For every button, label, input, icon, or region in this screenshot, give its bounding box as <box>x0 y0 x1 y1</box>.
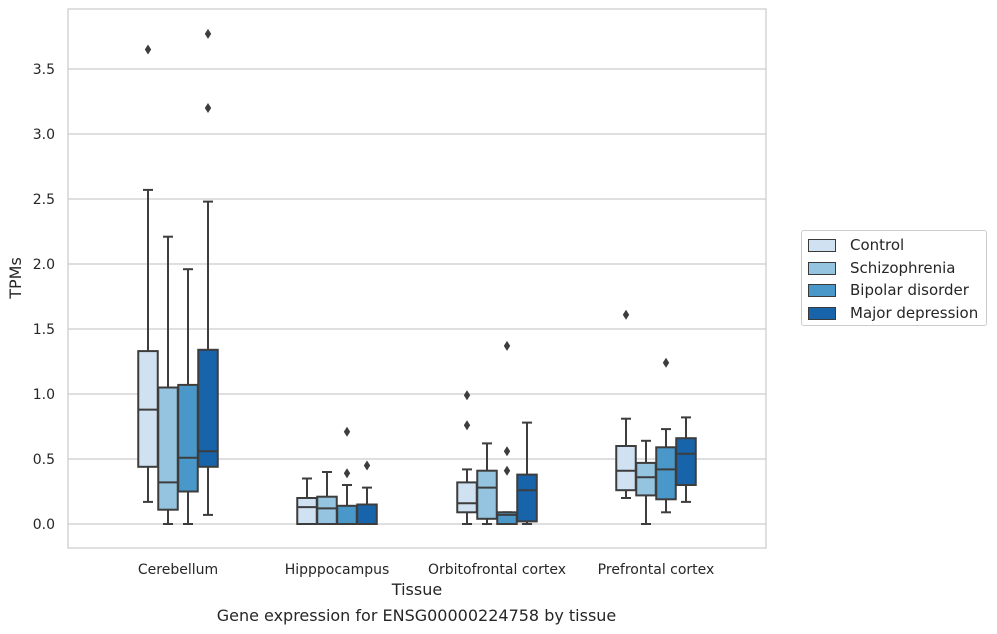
box-iqr <box>177 383 199 493</box>
box-major-depression <box>516 421 538 525</box>
outlier-point <box>463 390 471 401</box>
outlier-point <box>343 468 351 479</box>
legend-item-control: Control <box>808 235 904 255</box>
x-tick-label: Cerebellum <box>138 562 218 578</box>
legend-swatch-major-depression <box>808 306 836 320</box>
outlier-point <box>662 357 670 368</box>
legend-item-major-depression: Major depression <box>808 303 978 323</box>
box-major-depression <box>197 28 219 516</box>
box-iqr <box>296 497 318 525</box>
x-axis-label: Tissue <box>391 580 442 599</box>
box-iqr <box>336 504 358 525</box>
x-tick-label: Hipppocampus <box>285 562 390 578</box>
y-tick-label: 1.5 <box>33 322 55 338</box>
box-groups <box>137 28 697 526</box>
legend-item-bipolar-disorder: Bipolar disorder <box>808 280 969 300</box>
outlier-point <box>363 460 371 471</box>
box-iqr <box>356 503 378 525</box>
y-tick-label: 2.0 <box>33 257 55 273</box>
legend-label-major-depression: Major depression <box>850 304 979 322</box>
y-tick-label: 2.5 <box>33 192 55 208</box>
outlier-point <box>144 44 152 55</box>
outlier-point <box>204 28 212 39</box>
box-control <box>137 44 159 503</box>
box-iqr <box>655 446 677 501</box>
outlier-point <box>622 309 630 320</box>
x-axis-ticks: Cerebellum Hipppocampus Orbitofrontal cort… <box>138 562 714 578</box>
box-iqr <box>615 445 637 492</box>
y-axis-ticks: 0.0 0.5 1.0 1.5 2.0 2.5 3.0 3.5 <box>33 62 55 533</box>
box-iqr <box>476 469 498 520</box>
box-bipolar-disorder <box>177 268 199 525</box>
legend-label-bipolar-disorder: Bipolar disorder <box>850 281 969 299</box>
outlier-point <box>503 340 511 351</box>
outlier-point <box>204 103 212 113</box>
legend-swatch-bipolar-disorder <box>808 283 836 297</box>
box-iqr <box>675 437 697 487</box>
box-iqr <box>635 461 657 497</box>
box-schizophrenia <box>476 442 498 525</box>
box-iqr <box>316 495 338 526</box>
y-tick-label: 3.0 <box>33 127 55 143</box>
legend-label-control: Control <box>850 236 905 254</box>
y-tick-label: 3.5 <box>33 62 55 78</box>
y-tick-label: 0.0 <box>33 517 55 533</box>
y-tick-label: 0.5 <box>33 452 55 468</box>
outlier-point <box>463 420 471 431</box>
box-bipolar-disorder <box>336 426 358 525</box>
x-tick-label: Prefrontal cortex <box>598 562 715 578</box>
box-iqr <box>456 481 478 514</box>
outlier-point <box>343 426 351 437</box>
figure-caption: Gene expression for ENSG00000224758 by t… <box>216 606 617 625</box>
legend-item-schizophrenia: Schizophrenia <box>808 258 955 278</box>
box-schizophrenia <box>635 439 657 525</box>
y-axis-label: TPMs <box>6 257 25 300</box>
box-control <box>615 309 637 499</box>
box-iqr <box>516 473 538 523</box>
box-bipolar-disorder <box>496 340 518 525</box>
legend: Control Schizophrenia Bipolar disorder M… <box>801 230 987 326</box>
legend-swatch-control <box>808 238 836 252</box>
legend-label-schizophrenia: Schizophrenia <box>850 259 956 277</box>
box-major-depression <box>356 460 378 525</box>
outlier-point <box>503 465 511 476</box>
plot-area-frame <box>67 8 767 549</box>
legend-swatch-schizophrenia <box>808 261 836 275</box>
outlier-point <box>503 446 511 457</box>
box-iqr <box>157 386 179 511</box>
x-tick-label: Orbitofrontal cortex <box>428 562 566 578</box>
box-iqr <box>197 348 219 468</box>
box-major-depression <box>675 416 697 503</box>
y-tick-label: 1.0 <box>33 387 55 403</box>
